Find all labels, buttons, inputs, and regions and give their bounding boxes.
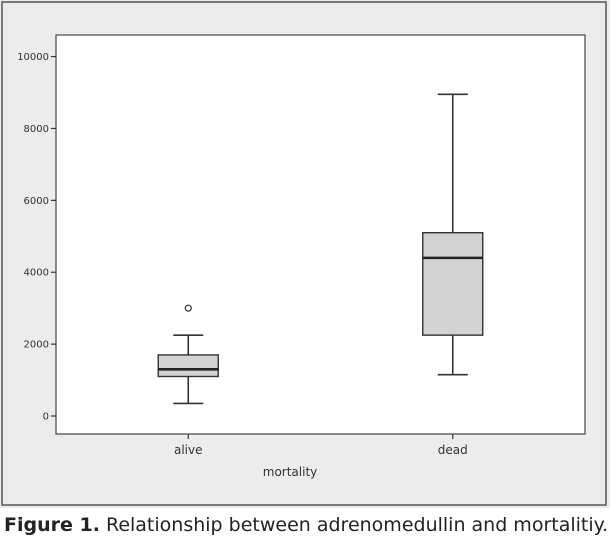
boxes-layer (157, 93, 484, 405)
x-tick-label: dead (438, 443, 468, 457)
y-tick-label: 6000 (24, 196, 49, 207)
boxplot-chart: 0 2000 4000 6000 8000 10000 alive dead mortali… (1, 1, 607, 506)
x-axis-labels: alive dead (174, 434, 468, 457)
box-iqr (422, 232, 484, 336)
outer-border (1, 1, 607, 506)
figure-caption: Figure 1. Relationship between adrenomed… (4, 514, 610, 536)
box-iqr (157, 354, 219, 378)
y-axis: 0 2000 4000 6000 8000 10000 (17, 52, 56, 423)
y-tick-label: 4000 (24, 268, 49, 279)
box-alive (157, 304, 219, 405)
figure-panel: 0 2000 4000 6000 8000 10000 alive dead mortali… (0, 0, 610, 508)
outlier-point (184, 304, 192, 312)
x-tick-label: alive (174, 443, 203, 457)
y-tick-label: 2000 (24, 340, 49, 351)
y-tick-label: 0 (43, 412, 49, 423)
plot-area (55, 34, 586, 435)
figure-caption-label: Figure 1. (4, 514, 100, 536)
y-tick-label: 10000 (17, 52, 49, 63)
box-dead (422, 93, 484, 376)
x-axis-title: mortality (263, 465, 318, 479)
y-tick-label: 8000 (24, 124, 49, 135)
figure-caption-text: Relationship between adrenomedullin and … (99, 514, 609, 536)
